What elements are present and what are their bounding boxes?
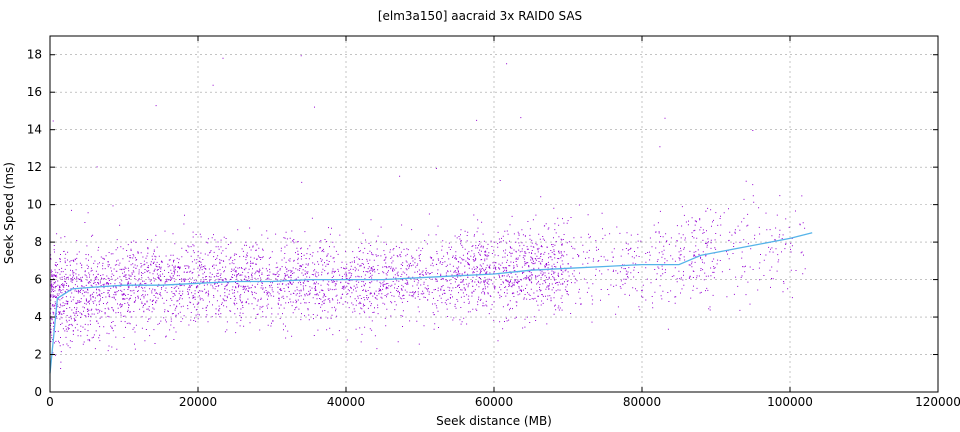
y-axis-label: Seek Speed (ms) — [2, 162, 16, 264]
grid — [50, 36, 938, 392]
y-tick-label: 0 — [34, 385, 42, 399]
points — [50, 55, 806, 369]
y-tick-label: 14 — [27, 123, 42, 137]
x-tick-label: 40000 — [327, 395, 365, 409]
y-tick-label: 8 — [34, 235, 42, 249]
y-tick-label: 6 — [34, 273, 42, 287]
chart-title: [elm3a150] aacraid 3x RAID0 SAS — [378, 9, 582, 23]
x-tick-label: 20000 — [179, 395, 217, 409]
y-tick-label: 16 — [27, 85, 42, 99]
x-tick-label: 0 — [46, 395, 54, 409]
x-tick-label: 80000 — [623, 395, 661, 409]
y-tick-label: 12 — [27, 160, 42, 174]
average-line — [49, 232, 813, 374]
y-tick-label: 4 — [34, 310, 42, 324]
y-tick-label: 2 — [34, 348, 42, 362]
scatter-points — [50, 55, 806, 369]
x-tick-label: 120000 — [915, 395, 960, 409]
y-tick-label: 18 — [27, 48, 42, 62]
x-tick-label: 100000 — [767, 395, 813, 409]
y-tick-label: 10 — [27, 198, 42, 212]
trend-line-layer — [49, 232, 813, 374]
ticks: 0 20000 40000 60000 80000 100000 120000 0 2 4 6 8 10… — [27, 36, 960, 409]
x-tick-label: 60000 — [475, 395, 513, 409]
x-axis-label: Seek distance (MB) — [436, 414, 552, 428]
